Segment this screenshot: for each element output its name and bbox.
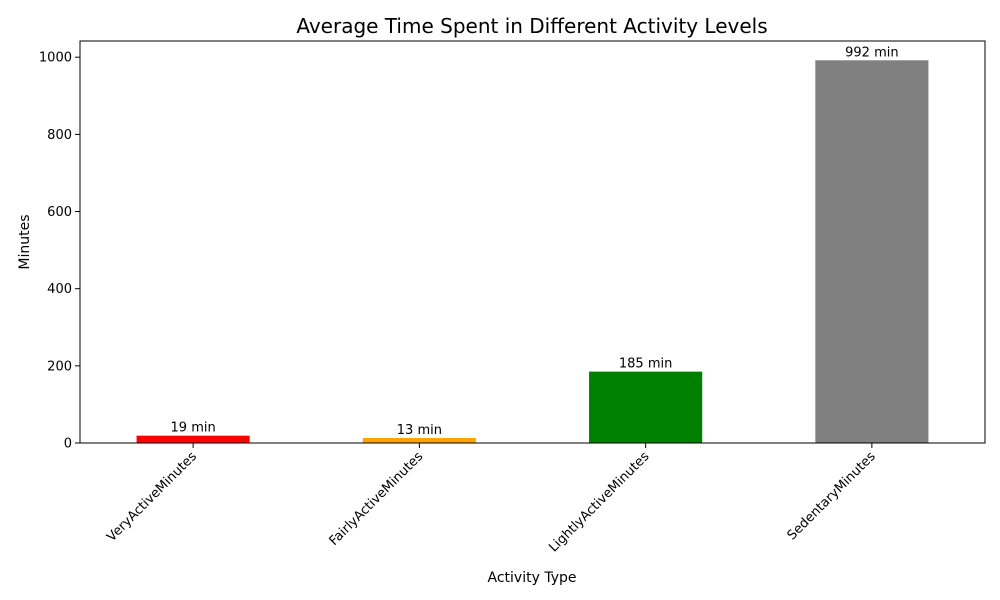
y-tick-label: 0 [64, 437, 72, 452]
y-tick-label: 200 [47, 359, 72, 374]
data-label: 185 min [619, 357, 672, 372]
bar [589, 371, 703, 443]
x-tick-label: VeryActiveMinutes [104, 449, 200, 545]
y-tick-label: 600 [47, 205, 72, 220]
bar [362, 437, 476, 443]
data-label: 13 min [397, 423, 442, 438]
bar [815, 60, 929, 443]
bar [136, 435, 250, 443]
plot-frame [79, 40, 986, 444]
chart-title: Average Time Spent in Different Activity… [296, 14, 767, 38]
x-tick-label: FairlyActiveMinutes [327, 449, 427, 549]
x-tick-label: SedentaryMinutes [785, 449, 879, 543]
data-label: 19 min [171, 421, 216, 436]
x-tick-label: LightlyActiveMinutes [546, 449, 652, 555]
y-tick-label: 400 [47, 282, 72, 297]
y-tick-label: 1000 [39, 51, 72, 66]
data-label: 992 min [845, 45, 898, 60]
y-axis-label: Minutes [17, 214, 33, 269]
x-axis-label: Activity Type [488, 570, 577, 586]
y-tick-label: 800 [47, 128, 72, 143]
